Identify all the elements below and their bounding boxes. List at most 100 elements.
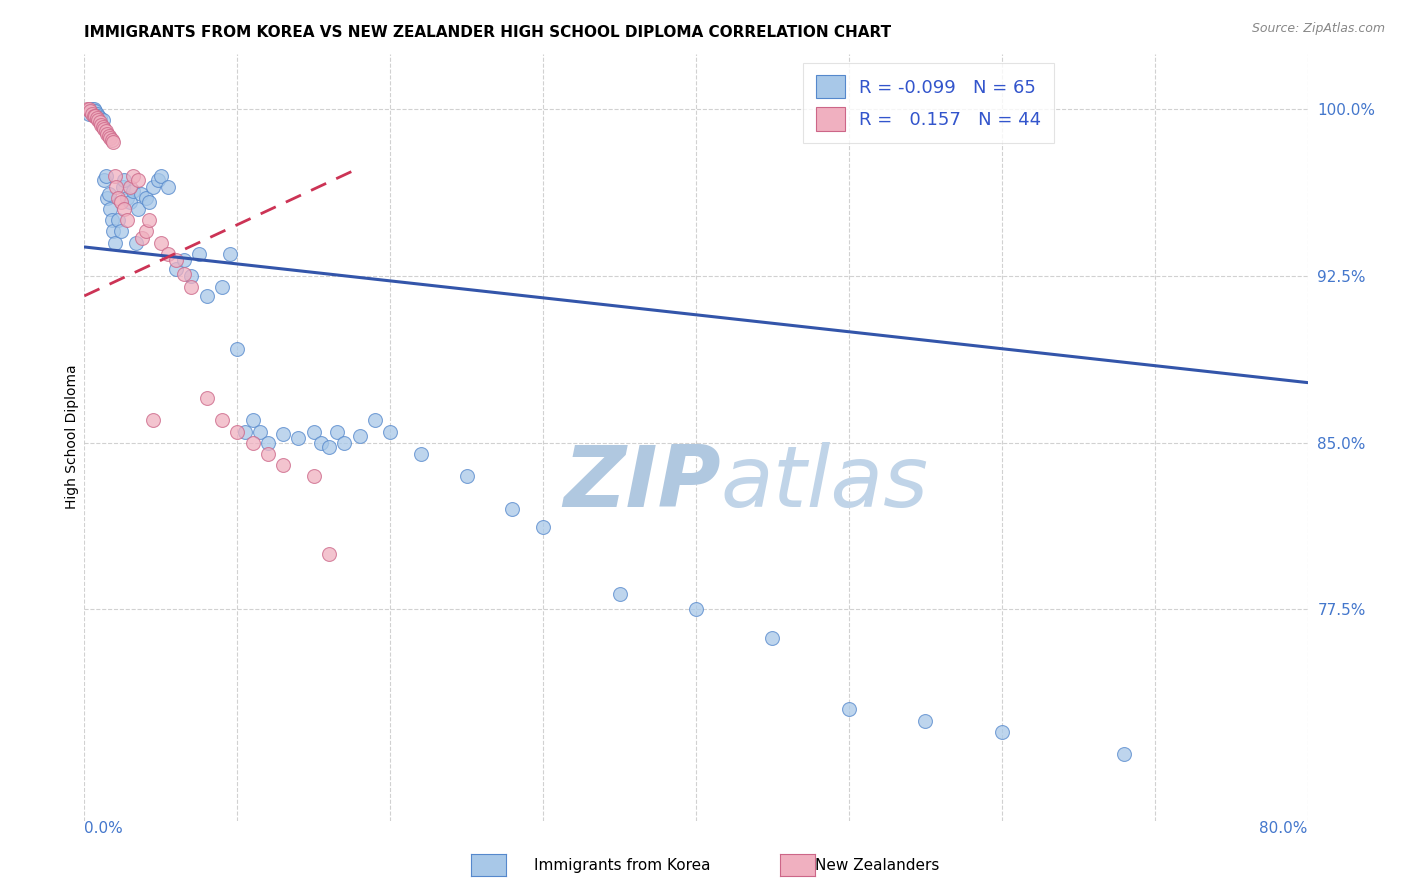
Point [218,246,240,260]
Point [127,202,149,216]
Point [271,458,294,472]
Point [111,180,134,194]
Point [257,447,280,461]
Point [87,113,110,128]
Point [173,253,195,268]
Point [98,202,121,216]
Point [302,425,325,439]
Point [180,268,202,283]
Point [609,587,631,601]
Point [91,120,114,134]
Point [180,280,202,294]
Point [112,202,135,216]
Point [138,195,160,210]
Text: 80.0%: 80.0% [1260,821,1308,836]
Point [135,224,157,238]
Point [93,173,115,187]
Point [318,440,340,454]
Point [80,102,103,116]
Point [325,425,347,439]
Point [685,602,707,616]
Point [93,122,115,136]
Y-axis label: High School Diploma: High School Diploma [65,365,79,509]
Point [211,280,233,294]
Point [110,195,132,210]
Point [349,429,371,443]
Text: atlas: atlas [720,442,928,524]
Point [127,173,149,187]
Point [96,127,118,141]
Point [98,131,121,145]
Text: Immigrants from Korea: Immigrants from Korea [534,858,711,872]
Point [146,173,169,187]
Point [157,180,180,194]
Point [195,289,218,303]
Text: 0.0%: 0.0% [84,821,124,836]
Point [103,136,125,150]
Point [1114,747,1136,761]
Point [149,169,172,183]
Point [83,109,105,123]
Point [87,109,110,123]
Point [80,106,103,120]
Point [233,425,256,439]
Point [226,343,249,357]
Text: ZIP: ZIP [562,442,720,524]
Point [79,104,101,119]
Point [502,502,524,516]
Point [94,124,117,138]
Point [112,173,135,187]
Point [157,246,180,260]
Text: Source: ZipAtlas.com: Source: ZipAtlas.com [1251,22,1385,36]
Point [287,431,309,445]
Point [138,213,160,227]
Point [142,180,165,194]
Legend: R = -0.099   N = 65, R =   0.157   N = 44: R = -0.099 N = 65, R = 0.157 N = 44 [803,62,1054,144]
Point [131,231,153,245]
Point [380,425,402,439]
Point [456,469,478,483]
Point [97,186,120,201]
Point [761,632,783,646]
Point [103,224,125,238]
Point [249,425,271,439]
Point [409,447,432,461]
Point [142,413,165,427]
Point [115,213,138,227]
Point [115,191,138,205]
Point [104,169,127,183]
Point [120,180,142,194]
Point [125,235,148,250]
Point [77,102,100,116]
Point [107,213,129,227]
Point [242,435,264,450]
Point [101,213,124,227]
Point [364,413,387,427]
Point [83,102,105,116]
Point [129,186,152,201]
Point [110,224,132,238]
Point [120,195,142,210]
Point [89,115,111,129]
Point [122,185,145,199]
Point [838,702,860,716]
Point [991,724,1014,739]
Text: New Zealanders: New Zealanders [815,858,939,872]
Point [90,118,112,132]
Point [531,520,554,534]
Point [257,435,280,450]
Point [97,128,120,143]
Point [77,106,100,120]
Point [302,469,325,483]
Point [135,191,157,205]
Point [165,253,187,268]
Point [914,714,936,728]
Point [94,169,117,183]
Point [149,235,172,250]
Point [173,267,195,281]
Point [107,191,129,205]
Point [242,413,264,427]
Point [101,133,124,147]
Point [318,547,340,561]
Point [104,235,127,250]
